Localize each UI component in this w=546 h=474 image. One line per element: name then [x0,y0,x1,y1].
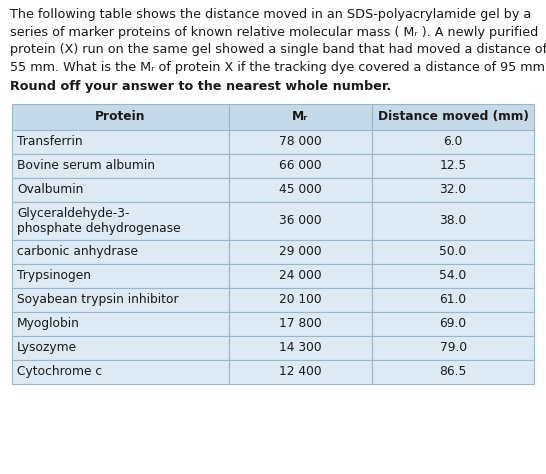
Text: 24 000: 24 000 [279,269,322,282]
Text: 12 400: 12 400 [279,365,322,378]
Bar [229,239,372,264]
Text: Cytochrome c: Cytochrome c [17,365,102,378]
Text: 20 100: 20 100 [279,293,322,306]
Text: 69.0: 69.0 [440,317,467,330]
Bar [12,103,229,129]
Bar [372,359,534,383]
Bar [229,288,372,311]
Text: Ovalbumin: Ovalbumin [17,183,84,196]
Text: 29 000: 29 000 [279,245,322,258]
Text: 45 000: 45 000 [279,183,322,196]
Text: 14 300: 14 300 [279,341,322,354]
Bar [372,336,534,359]
Bar [12,288,229,311]
Text: Mᵣ: Mᵣ [292,110,308,123]
Text: Myoglobin: Myoglobin [17,317,80,330]
Text: The following table shows the distance moved in an SDS-polyacrylamide gel by a: The following table shows the distance m… [10,8,531,21]
Text: 38.0: 38.0 [440,214,467,227]
Bar [229,103,372,129]
Text: 17 800: 17 800 [279,317,322,330]
Text: series of marker proteins of known relative molecular mass ( Mᵣ ). A newly purif: series of marker proteins of known relat… [10,26,538,38]
Text: 78 000: 78 000 [279,135,322,148]
Text: Lysozyme: Lysozyme [17,341,77,354]
Text: 66 000: 66 000 [279,159,322,172]
Text: 86.5: 86.5 [440,365,467,378]
Bar [229,177,372,201]
Bar [372,264,534,288]
Bar [12,239,229,264]
Bar [12,311,229,336]
Text: 6.0: 6.0 [443,135,463,148]
Bar [229,154,372,177]
Bar [12,264,229,288]
Text: 55 mm. What is the Mᵣ of protein X if the tracking dye covered a distance of 95 : 55 mm. What is the Mᵣ of protein X if th… [10,61,546,73]
Bar [229,336,372,359]
Bar [229,201,372,239]
Text: 50.0: 50.0 [440,245,467,258]
Bar [372,129,534,154]
Text: protein (X) run on the same gel showed a single band that had moved a distance o: protein (X) run on the same gel showed a… [10,43,546,56]
Text: Trypsinogen: Trypsinogen [17,269,91,282]
Bar [372,103,534,129]
Bar [372,311,534,336]
Bar [12,177,229,201]
Text: Distance moved (mm): Distance moved (mm) [378,110,529,123]
Bar [372,239,534,264]
Bar [372,154,534,177]
Text: 61.0: 61.0 [440,293,467,306]
Bar [12,336,229,359]
Bar [372,177,534,201]
Text: Round off your answer to the nearest whole number.: Round off your answer to the nearest who… [10,80,391,93]
Text: Transferrin: Transferrin [17,135,82,148]
Bar [372,288,534,311]
Text: Bovine serum albumin: Bovine serum albumin [17,159,155,172]
Text: 12.5: 12.5 [440,159,467,172]
Bar [372,201,534,239]
Bar [229,311,372,336]
Text: Soyabean trypsin inhibitor: Soyabean trypsin inhibitor [17,293,179,306]
Bar [229,359,372,383]
Text: carbonic anhydrase: carbonic anhydrase [17,245,138,258]
Text: Protein: Protein [95,110,146,123]
Bar [12,154,229,177]
Bar [12,201,229,239]
Bar [12,359,229,383]
Text: 79.0: 79.0 [440,341,467,354]
Bar [12,129,229,154]
Text: Glyceraldehyde-3-
phosphate dehydrogenase: Glyceraldehyde-3- phosphate dehydrogenas… [17,207,181,235]
Text: 32.0: 32.0 [440,183,467,196]
Bar [229,264,372,288]
Bar [229,129,372,154]
Text: 36 000: 36 000 [279,214,322,227]
Text: 54.0: 54.0 [440,269,467,282]
